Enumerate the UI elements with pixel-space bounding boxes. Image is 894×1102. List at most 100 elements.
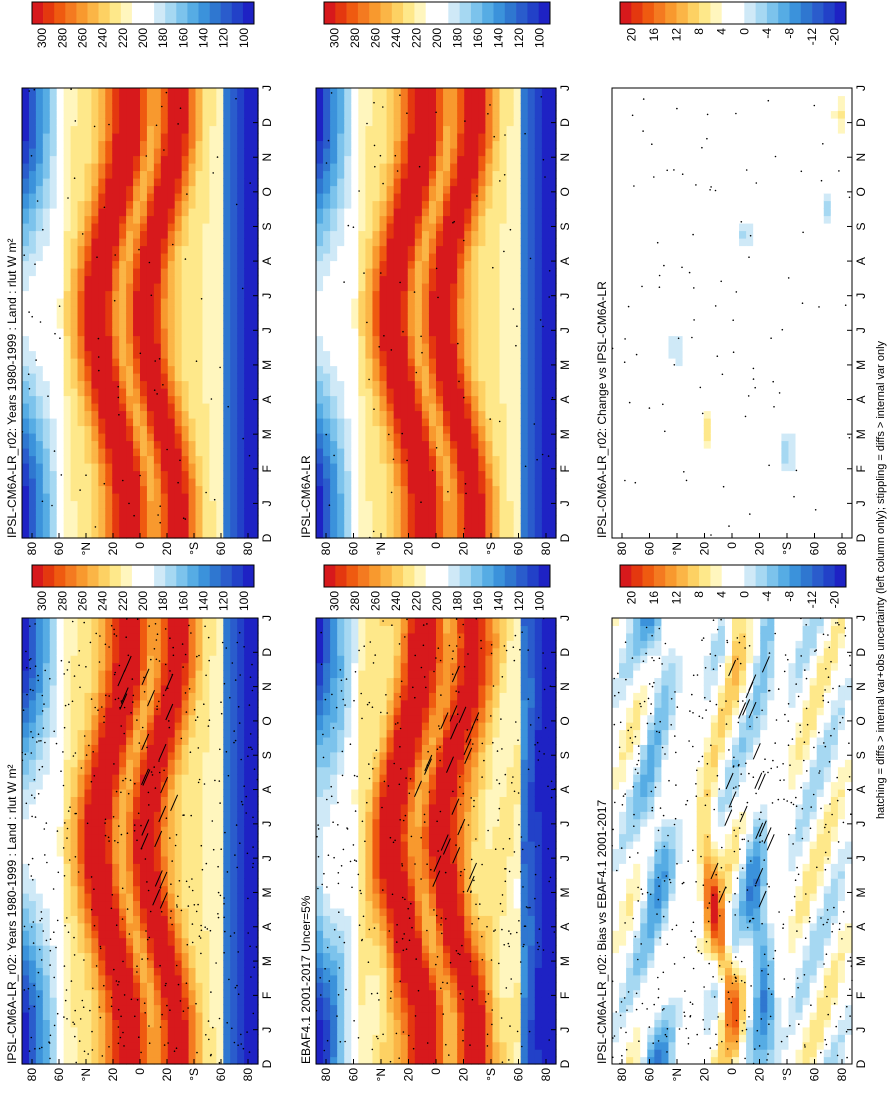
heatmap-cell [492,677,501,686]
heatmap-cell [386,930,395,939]
heatmap-cell [379,670,388,679]
heatmap-cell [351,945,359,954]
heatmap-cell [140,885,148,894]
heatmap-cell [541,870,550,879]
heatmap-cell [506,893,515,902]
heatmap-cell [457,952,465,961]
stipple-dot [27,863,30,866]
heatmap-cell [450,1056,458,1065]
heatmap-cell [527,625,536,634]
heatmap-cell [188,855,197,864]
heatmap-cell [237,833,245,842]
heatmap-cell [160,818,169,827]
heatmap-cell [386,625,395,634]
heatmap-cell [153,655,162,664]
heatmap-cell [216,670,224,679]
heatmap-cell [28,818,37,827]
heatmap-cell [49,729,58,738]
heatmap-cell [379,655,388,664]
heatmap-cell [119,826,127,835]
heatmap-cell [400,677,409,686]
heatmap-cell [414,729,423,738]
heatmap-cell [506,766,515,775]
heatmap-cell [393,989,402,998]
heatmap-cell [499,907,508,916]
heatmap-cell [534,863,543,872]
heatmap-cell [464,707,472,716]
heatmap-cell [133,670,141,679]
heatmap-cell [202,1004,211,1013]
stipple-dot [519,961,522,963]
heatmap-cell [133,692,141,701]
heatmap-cell [56,833,65,842]
heatmap-cell [337,989,345,998]
heatmap-cell [358,625,367,634]
heatmap-cell [195,915,204,924]
heatmap-cell [457,826,465,835]
heatmap-cell [251,803,259,812]
heatmap-cell [244,997,252,1006]
heatmap-cell [471,662,479,671]
heatmap-cell [358,677,367,686]
heatmap-cell [520,915,529,924]
heatmap-cell [534,967,543,976]
heatmap-cell [188,915,197,924]
heatmap-cell [358,982,367,991]
heatmap-cell [174,1011,183,1020]
heatmap-cell [513,811,522,820]
stipple-dot [163,1044,166,1046]
stipple-dot [104,822,106,824]
heatmap-cell [485,744,494,753]
heatmap-cell [133,766,141,775]
heatmap-cell [22,640,30,649]
stipple-dot [209,1054,212,1057]
heatmap-cell [133,945,141,954]
heatmap-cell [146,1026,155,1035]
stipple-dot [99,635,101,637]
stipple-dot [398,1057,401,1059]
colorbar-tick-label: 300 [35,591,49,611]
heatmap-cell [323,937,331,946]
heatmap-cell [485,855,494,864]
heatmap-cell [358,632,367,641]
heatmap-cell [209,729,217,738]
heatmap-cell [506,699,515,708]
heatmap-cell [450,952,458,961]
heatmap-cell [541,788,550,797]
heatmap-cell [506,781,515,790]
heatmap-cell [63,982,72,991]
heatmap-cell [372,863,381,872]
heatmap-cell [365,841,374,850]
heatmap-cell [230,930,238,939]
stipple-dot [208,1038,210,1041]
heatmap-cell [56,952,65,961]
heatmap-cell [443,736,451,745]
heatmap-cell [351,878,359,887]
heatmap-cell [119,967,127,976]
heatmap-cell [174,967,183,976]
heatmap-cell [22,922,30,931]
heatmap-cell [105,997,113,1006]
heatmap-cell [181,1056,190,1065]
heatmap-cell [188,796,197,805]
stipple-dot [316,835,318,838]
heatmap-cell [35,841,44,850]
heatmap-cell [337,863,345,872]
heatmap-cell [330,714,338,723]
heatmap-cell [216,1011,224,1020]
heatmap-cell [393,618,402,627]
stipple-dot [317,824,319,826]
heatmap-cell [492,714,501,723]
stipple-dot [172,654,175,657]
stipple-dot [56,830,59,832]
stipple-dot [33,778,36,781]
heatmap-cell [520,751,529,760]
heatmap-cell [330,982,338,991]
heatmap-cell [323,878,331,887]
stipple-dot [496,750,499,752]
stipple-dot [169,917,172,919]
heatmap-cell [492,915,501,924]
heatmap-cell [478,826,487,835]
heatmap-cell [56,796,65,805]
heatmap-cell [56,781,65,790]
